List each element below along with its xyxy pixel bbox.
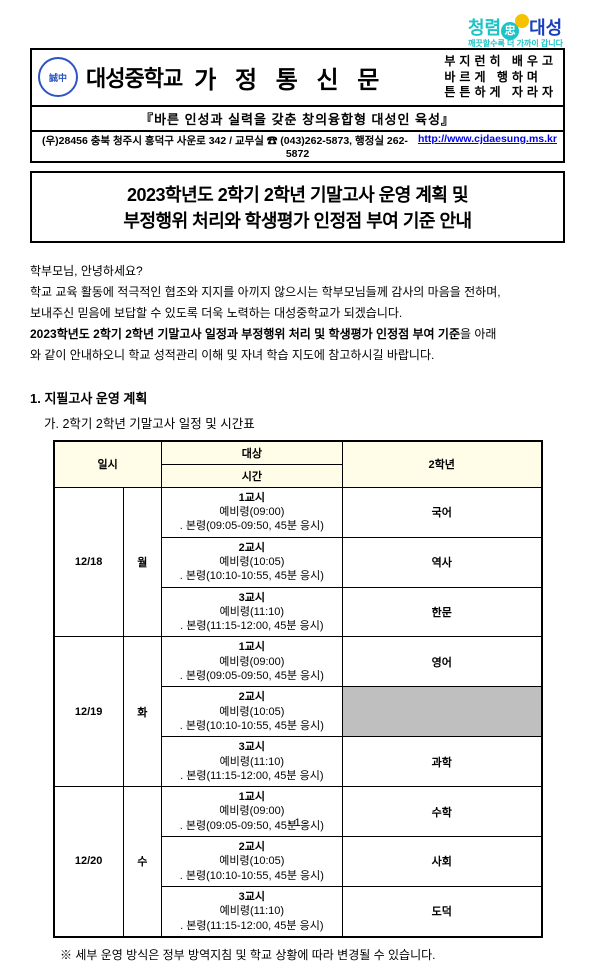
school-url-link[interactable]: http://www.cjdaesung.ms.kr: [418, 133, 557, 145]
cell-subject: 한문: [342, 587, 541, 637]
body-p4-tail: 을 아래: [460, 327, 496, 341]
cell-subject: 영어: [342, 637, 541, 687]
header-box: 誠中 대성중학교 가 정 통 신 문 부지런히 배우고 바르게 행하며 튼튼하게…: [30, 48, 565, 163]
cell-subject: [342, 687, 541, 737]
header-address-row: http://www.cjdaesung.ms.kr (우)28456 충북 청…: [32, 132, 563, 161]
cell-time: 3교시예비령(11:10). 본령(11:15-12:00, 45분 응시): [161, 587, 342, 637]
cell-date: 12/20: [54, 787, 124, 937]
motto-line-1: 부지런히 배우고: [444, 54, 557, 70]
school-name: 대성중학교: [86, 61, 182, 93]
cell-time: 2교시예비령(10:05). 본령(10:10-10:55, 45분 응시): [161, 687, 342, 737]
table-header-row-1: 일시 대상 2학년: [54, 441, 542, 465]
school-emblem-icon: 誠中: [38, 57, 78, 97]
section-1-head: 1. 지필고사 운영 계획: [30, 388, 565, 407]
table-row: 12/19화1교시예비령(09:00). 본령(09:05-09:50, 45분…: [54, 637, 542, 687]
cell-date: 12/19: [54, 637, 124, 787]
header-row-1: 誠中 대성중학교 가 정 통 신 문 부지런히 배우고 바르게 행하며 튼튼하게…: [32, 50, 563, 107]
cell-time: 1교시예비령(09:00). 본령(09:05-09:50, 45분 응시): [161, 787, 342, 837]
th-grade: 2학년: [342, 441, 541, 488]
cell-subject: 역사: [342, 537, 541, 587]
cell-dow: 수: [123, 787, 161, 937]
cell-dow: 화: [123, 637, 161, 787]
cell-time: 2교시예비령(10:05). 본령(10:10-10:55, 45분 응시): [161, 537, 342, 587]
branding-logo: 청렴忠대성 깨끗할수록 더 가까이 갑니다: [468, 14, 563, 49]
cell-time: 3교시예비령(11:10). 본령(11:15-12:00, 45분 응시): [161, 737, 342, 787]
body-p4: 2023학년도 2학기 2학년 기말고사 일정과 부정행위 처리 및 학생평가 …: [30, 324, 565, 345]
cell-subject: 사회: [342, 837, 541, 887]
cell-subject: 국어: [342, 487, 541, 537]
school-motto: 부지런히 배우고 바르게 행하며 튼튼하게 자라자: [444, 54, 557, 101]
logo-text-1: 청렴: [468, 18, 501, 38]
school-address: (우)28456 충북 청주시 흥덕구 사운로 342 / 교무실 ☎ (043…: [42, 135, 408, 160]
th-time: 시간: [161, 464, 342, 487]
logo-slogan: 깨끗할수록 더 가까이 갑니다: [468, 38, 563, 49]
cell-subject: 과학: [342, 737, 541, 787]
title-line-2: 부정행위 처리와 학생평가 인정점 부여 기준 안내: [36, 207, 559, 233]
motto-line-2: 바르게 행하며: [444, 70, 557, 86]
body-p5: 와 같이 안내하오니 학교 성적관리 이해 및 자녀 학습 지도에 참고하시길 …: [30, 345, 565, 366]
header-banner: 『바른 인성과 실력을 갖춘 창의융합형 대성인 육성』: [32, 107, 563, 132]
body-p1: 학부모님, 안녕하세요?: [30, 261, 565, 282]
cell-subject: 수학: [342, 787, 541, 837]
body-p2: 학교 교육 활동에 적극적인 협조와 지지를 아끼지 않으시는 학부모님들께 감…: [30, 282, 565, 303]
table-row: 12/18월1교시예비령(09:00). 본령(09:05-09:50, 45분…: [54, 487, 542, 537]
cell-dow: 월: [123, 487, 161, 637]
th-date: 일시: [54, 441, 162, 488]
exam-schedule-table: 일시 대상 2학년 시간 12/18월1교시예비령(09:00). 본령(09:…: [53, 440, 543, 938]
table-row: 12/20수1교시예비령(09:00). 본령(09:05-09:50, 45분…: [54, 787, 542, 837]
body-p4-bold: 2023학년도 2학기 2학년 기말고사 일정과 부정행위 처리 및 학생평가 …: [30, 327, 460, 341]
body-p3: 보내주신 믿음에 보답할 수 있도록 더욱 노력하는 대성중학교가 되겠습니다.: [30, 303, 565, 324]
page-number: - 1 -: [0, 817, 595, 829]
logo-text-2: 대성: [529, 18, 562, 38]
title-line-1: 2023학년도 2학기 2학년 기말고사 운영 계획 및: [36, 181, 559, 207]
section-1a-head: 가. 2학기 2학년 기말고사 일정 및 시간표: [44, 413, 565, 432]
body-text: 학부모님, 안녕하세요? 학교 교육 활동에 적극적인 협조와 지지를 아끼지 …: [30, 261, 565, 366]
logo-badge-2: [515, 14, 529, 28]
cell-time: 1교시예비령(09:00). 본령(09:05-09:50, 45분 응시): [161, 487, 342, 537]
cell-date: 12/18: [54, 487, 124, 637]
cell-subject: 도덕: [342, 886, 541, 936]
document-title-box: 2023학년도 2학기 2학년 기말고사 운영 계획 및 부정행위 처리와 학생…: [30, 171, 565, 243]
th-target: 대상: [161, 441, 342, 465]
cell-time: 2교시예비령(10:05). 본령(10:10-10:55, 45분 응시): [161, 837, 342, 887]
newsletter-title: 가 정 통 신 문: [194, 60, 385, 95]
schedule-note: ※ 세부 운영 방식은 정부 방역지침 및 학교 상황에 따라 변경될 수 있습…: [60, 946, 565, 963]
motto-line-3: 튼튼하게 자라자: [444, 85, 557, 101]
cell-time: 3교시예비령(11:10). 본령(11:15-12:00, 45분 응시): [161, 886, 342, 936]
cell-time: 1교시예비령(09:00). 본령(09:05-09:50, 45분 응시): [161, 637, 342, 687]
